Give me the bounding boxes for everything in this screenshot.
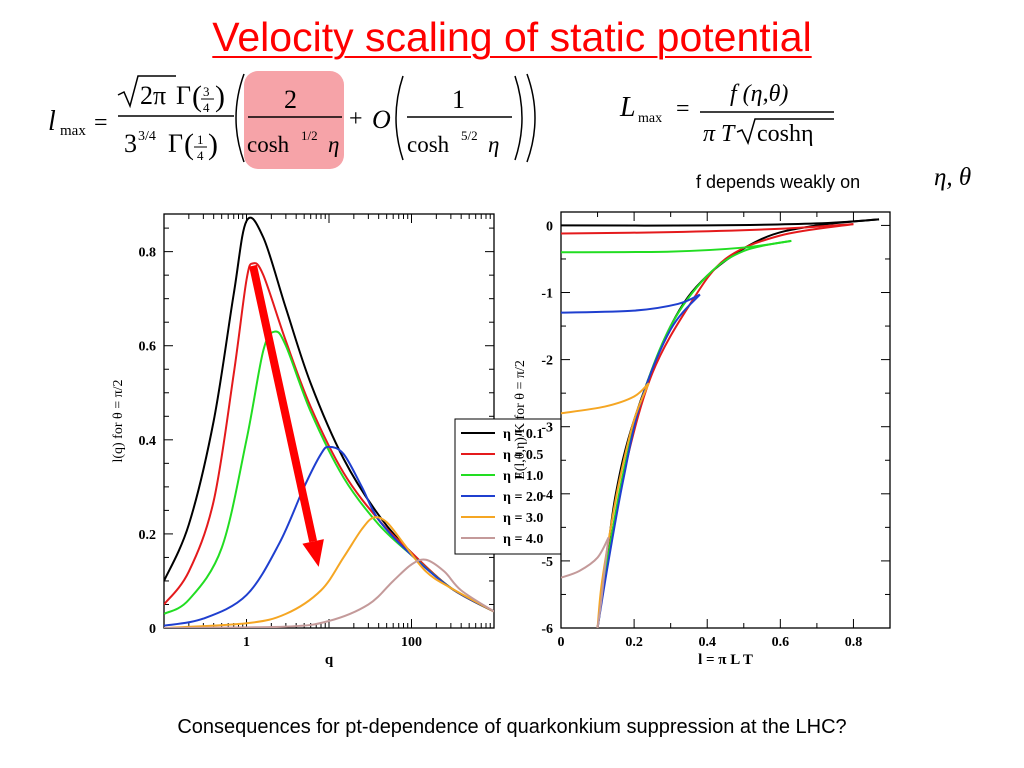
legend-label: η = 0.5	[503, 448, 543, 463]
den-base: 3	[124, 129, 137, 158]
highlight-box	[244, 71, 344, 169]
annotation-arrow-shaft	[249, 264, 318, 543]
Lmax-sqrt-sign	[736, 118, 834, 146]
series-line-1	[164, 262, 494, 613]
order-paren-right	[514, 75, 523, 161]
lmax-equals: =	[94, 110, 108, 136]
y-tick-label: 0	[546, 219, 553, 234]
y-tick-label: 0.2	[139, 528, 157, 543]
num-gamma: Γ	[176, 81, 191, 110]
order-den-exp: 5/2	[461, 128, 478, 143]
legend-label: η = 0.1	[503, 427, 543, 442]
num-sqrt-content: 2π	[140, 81, 166, 110]
legend-label: η = 3.0	[503, 511, 543, 526]
legend-label: η = 1.0	[503, 469, 543, 484]
Lmax-lhs-subscript: max	[638, 111, 662, 126]
note-vars: η, θ	[934, 164, 972, 191]
x-tick-label: 1	[243, 635, 250, 650]
Lmax-den-pre: π T	[703, 121, 736, 147]
order-den-func: cosh	[407, 132, 450, 157]
highlight-den-func: cosh	[247, 132, 290, 157]
legend-label: η = 2.0	[503, 490, 543, 505]
highlight-den-var: η	[328, 132, 339, 157]
Lmax-num: f (η,θ)	[730, 81, 788, 107]
series-5-branch-0	[561, 536, 610, 579]
highlight-den-exp: 1/2	[301, 128, 318, 143]
y-tick-label: 0.6	[139, 340, 157, 355]
den-exp: 3/4	[138, 129, 156, 144]
order-symbol: O	[372, 105, 391, 134]
Lmax-equals: =	[676, 96, 690, 122]
x-tick-label: 0.4	[698, 635, 716, 650]
num-gamma-frac-num: 3	[203, 84, 210, 99]
slide-title: Velocity scaling of static potential	[212, 14, 812, 60]
x-tick-label: 0.8	[845, 635, 863, 650]
den-gamma-frac-num: 1	[197, 132, 204, 147]
Lmax-formula: L max = f (η,θ) π T coshη	[619, 81, 834, 147]
num-gamma-frac-den: 4	[203, 100, 210, 115]
x-tick-label: 100	[401, 635, 422, 650]
big-paren-left	[235, 73, 245, 163]
y-tick-label: -1	[541, 287, 553, 302]
series-line-4	[164, 516, 494, 628]
den-gamma: Γ	[168, 129, 183, 158]
sqrt-sign	[117, 75, 176, 109]
y-tick-label: -6	[541, 622, 553, 637]
y-tick-label: -3	[541, 421, 553, 436]
footer-question: Consequences for pt-dependence of quarko…	[177, 716, 847, 738]
order-num: 1	[452, 85, 465, 114]
lmax-lhs-subscript: max	[60, 123, 86, 139]
x-tick-label: 0.2	[625, 635, 643, 650]
x-tick-label: 0.6	[772, 635, 790, 650]
lmax-plus: +	[349, 106, 363, 132]
y-tick-label: -2	[541, 354, 553, 369]
lmax-lhs-symbol: l	[48, 106, 56, 137]
den-gamma-paren-right: )	[208, 128, 218, 161]
num-gamma-paren-left: (	[192, 80, 202, 113]
num-gamma-paren-right: )	[215, 80, 225, 113]
series-5-branch-1	[596, 537, 610, 628]
plot-frame	[560, 211, 891, 629]
annotation-arrow-head	[302, 539, 324, 567]
y-tick-label: 0.4	[139, 434, 157, 449]
order-paren-left	[395, 75, 404, 161]
y-tick-label: 0.8	[139, 246, 157, 261]
big-paren-right	[526, 73, 536, 163]
den-gamma-frac-den: 4	[197, 148, 204, 163]
legend-label: η = 4.0	[503, 532, 543, 547]
series-line-5	[164, 558, 494, 628]
den-gamma-paren-left: (	[184, 128, 194, 161]
x-tick-label: 0	[558, 635, 565, 650]
x-axis-label: l = π L T	[698, 652, 753, 668]
series-1-branch-0	[561, 223, 854, 235]
series-3-branch-0	[561, 293, 701, 314]
highlight-num: 2	[284, 85, 297, 114]
order-den-var: η	[488, 132, 499, 157]
Lmax-lhs-symbol: L	[619, 92, 636, 123]
y-axis-label: l(q) for θ = π/2	[111, 379, 126, 462]
legend-box	[454, 418, 578, 555]
series-3-branch-1	[596, 293, 701, 628]
y-tick-label: -4	[541, 488, 553, 503]
y-axis-label: E(l,θ,η)/K for θ = π/2	[513, 360, 528, 480]
y-tick-label: 0	[149, 622, 156, 637]
note-text: f depends weakly on	[696, 172, 861, 192]
lmax-formula: l max = 2π Γ ( 3 4 ) 3 3/4 Γ ( 1 4 ) 2 c…	[48, 71, 536, 169]
formula-area: l max = 2π Γ ( 3 4 ) 3 3/4 Γ ( 1 4 ) 2 c…	[48, 71, 834, 169]
series-4-branch-1	[596, 382, 650, 628]
Lmax-den-sqrt: coshη	[757, 121, 814, 147]
plot-frame	[163, 213, 495, 629]
y-tick-label: -5	[541, 555, 553, 570]
x-axis-label: q	[325, 652, 334, 668]
series-4-branch-0	[561, 382, 650, 415]
